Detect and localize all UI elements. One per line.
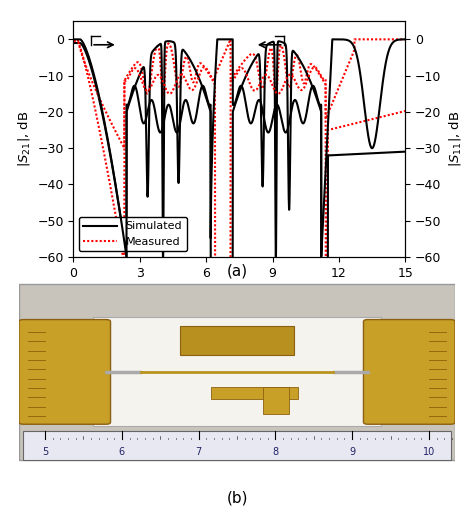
Text: 10: 10 (423, 447, 435, 457)
Y-axis label: $|S_{21}|$, dB: $|S_{21}|$, dB (16, 111, 32, 167)
FancyBboxPatch shape (93, 317, 381, 426)
Bar (263, 386, 289, 414)
Bar (23, 430, 451, 460)
Y-axis label: $|S_{11}|$, dB: $|S_{11}|$, dB (447, 111, 463, 167)
Bar (19, 284, 455, 460)
Legend: Simulated, Measured: Simulated, Measured (79, 217, 187, 252)
Text: (b): (b) (226, 490, 248, 505)
Text: 8: 8 (272, 447, 278, 457)
Text: (a): (a) (227, 264, 247, 279)
FancyBboxPatch shape (19, 320, 110, 424)
Bar (211, 386, 298, 399)
Text: 6: 6 (119, 447, 125, 457)
Bar (180, 326, 294, 355)
Text: 5: 5 (42, 447, 48, 457)
Text: 7: 7 (195, 447, 202, 457)
FancyBboxPatch shape (364, 320, 455, 424)
Text: 9: 9 (349, 447, 355, 457)
X-axis label: Frequency (GHz): Frequency (GHz) (182, 285, 297, 299)
